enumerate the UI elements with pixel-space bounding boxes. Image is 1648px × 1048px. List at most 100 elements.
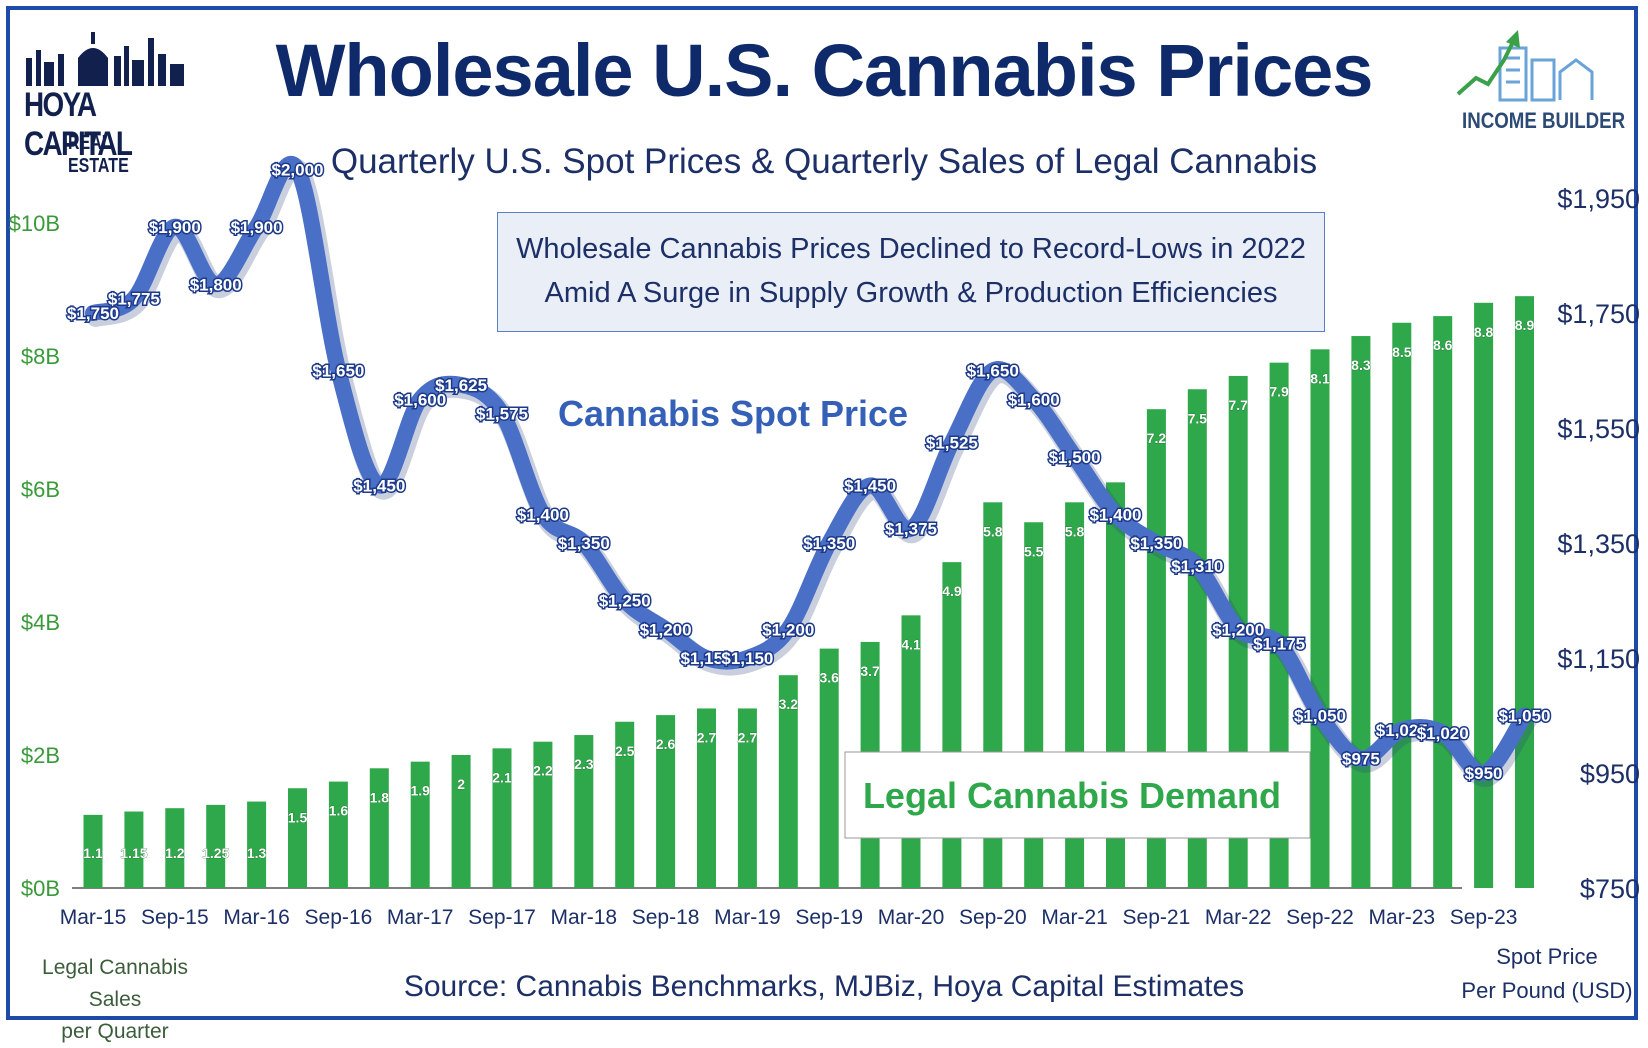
bar	[615, 721, 635, 888]
right-axis-tick-label: $1,550	[1557, 414, 1640, 444]
demand-series-label: Legal Cannabis Demand	[863, 775, 1281, 816]
bar	[819, 648, 839, 888]
bar	[247, 801, 267, 888]
spot-price-label: $1,650	[312, 362, 364, 381]
x-axis-tick-label: Sep-21	[1123, 906, 1191, 929]
spot-price-label: $975	[1342, 750, 1380, 769]
x-axis-tick-label: Sep-18	[632, 906, 700, 929]
left-axis-tick-label: $8B	[21, 344, 60, 369]
bar-value-label: 8.9	[1515, 317, 1535, 333]
bar	[492, 748, 512, 888]
left-axis-caption-line-2: per Quarter	[61, 1020, 169, 1043]
income-builder-logo: INCOME BUILDER	[1452, 20, 1625, 140]
chart-subtitle: Quarterly U.S. Spot Prices & Quarterly S…	[330, 142, 1318, 181]
bar-value-label: 8.3	[1351, 357, 1371, 373]
spot-price-label: $1,310	[1171, 557, 1223, 576]
spot-price-label: $1,750	[67, 304, 119, 323]
bar-value-label: 1.25	[202, 845, 229, 861]
bar-value-label: 1.2	[165, 845, 185, 861]
x-axis-tick-label: Mar-22	[1205, 906, 1272, 929]
x-axis-tick-label: Mar-18	[551, 906, 618, 929]
bar	[1433, 316, 1453, 889]
bar-value-label: 8.8	[1474, 324, 1494, 340]
bar	[656, 715, 676, 888]
spot-price-label: $1,020	[1417, 724, 1469, 743]
spot-price-label: $1,150	[721, 649, 773, 668]
bar	[942, 562, 962, 888]
spot-price-label: $1,450	[353, 477, 405, 496]
x-axis-tick-label: Sep-22	[1286, 906, 1354, 929]
callout-line-1: Wholesale Cannabis Prices Declined to Re…	[516, 233, 1306, 265]
spot-price-label: $1,775	[108, 290, 160, 309]
bar-value-label: 2	[457, 776, 465, 792]
bar-value-label: 3.2	[779, 696, 799, 712]
x-axis-tick-label: Mar-16	[223, 906, 290, 929]
bar	[574, 735, 594, 888]
x-axis-tick-label: Mar-23	[1369, 906, 1436, 929]
bar-value-label: 7.9	[1269, 384, 1289, 400]
spot-price-label: $1,450	[844, 477, 896, 496]
bar-value-label: 4.9	[942, 583, 962, 599]
bar	[410, 761, 430, 888]
hoya-capital-logo: HOYA CAPITAL REAL ESTATE	[18, 28, 198, 177]
spot-price-label: $1,575	[476, 405, 528, 424]
bar-value-label: 1.3	[247, 845, 267, 861]
spot-price-label: $1,350	[1130, 534, 1182, 553]
bar	[328, 781, 348, 888]
bar	[124, 811, 144, 888]
bar	[1515, 296, 1534, 888]
spot-price-label: $1,375	[885, 520, 937, 539]
bar-value-label: 8.5	[1392, 344, 1412, 360]
bar-value-label: 2.2	[533, 763, 553, 779]
spot-price-label: $1,400	[517, 505, 569, 524]
spot-price-label: $1,050	[1294, 707, 1346, 726]
bar-value-label: 7.7	[1228, 397, 1248, 413]
right-axis-caption: Spot Price Per Pound (USD)	[1454, 940, 1640, 1008]
bar	[533, 741, 553, 888]
bar	[1392, 322, 1412, 888]
x-axis-tick-label: Sep-20	[959, 906, 1027, 929]
spot-price-label: $1,200	[1212, 620, 1264, 639]
bar-value-label: 1.6	[329, 803, 349, 819]
right-axis-tick-label: $1,350	[1557, 529, 1640, 559]
spot-price-label: $1,025	[1376, 721, 1428, 740]
bar-value-label: 2.3	[574, 756, 594, 772]
bar	[1310, 349, 1330, 889]
bar-value-label: 1.5	[288, 809, 308, 825]
right-axis-caption-line-1: Spot Price	[1496, 944, 1598, 969]
left-axis-tick-label: $4B	[21, 610, 60, 635]
left-axis-tick-label: $10B	[9, 211, 60, 236]
left-axis-tick-label: $2B	[21, 743, 60, 768]
right-axis-tick-label: $950	[1580, 759, 1640, 789]
spot-price-label: $950	[1465, 764, 1503, 783]
x-axis-tick-label: Mar-19	[714, 906, 781, 929]
spot-price-label: $1,525	[926, 433, 978, 452]
bar-value-label: 2.6	[656, 736, 676, 752]
spot-price-label: $1,650	[967, 362, 1019, 381]
skyline-icon	[26, 32, 184, 86]
spot-price-label: $1,050	[1499, 707, 1551, 726]
spot-price-label: $1,200	[762, 620, 814, 639]
right-axis-tick-label: $1,150	[1557, 644, 1640, 674]
spot-price-label: $1,200	[640, 620, 692, 639]
x-axis-tick-label: Mar-20	[878, 906, 945, 929]
x-axis-tick-label: Sep-16	[305, 906, 373, 929]
bar-value-label: 8.6	[1433, 337, 1453, 353]
bar	[451, 755, 471, 888]
spot-price-series-label: Cannabis Spot Price	[558, 393, 908, 434]
spot-price-label: $1,175	[1253, 635, 1305, 654]
bar-value-label: 8.1	[1310, 370, 1330, 386]
x-axis-tick-label: Mar-17	[387, 906, 454, 929]
bar-value-label: 2.1	[492, 769, 512, 785]
spot-price-label: $1,625	[435, 376, 487, 395]
bar	[1474, 302, 1494, 888]
x-axis-tick-label: Mar-15	[60, 906, 127, 929]
bar-value-label: 7.2	[1147, 430, 1167, 446]
bar	[1351, 336, 1371, 888]
bar	[697, 708, 716, 888]
bar	[288, 788, 307, 888]
callout-box: Wholesale Cannabis Prices Declined to Re…	[497, 212, 1325, 332]
x-axis-tick-label: Sep-23	[1450, 906, 1518, 929]
right-axis-tick-label: $750	[1580, 874, 1640, 904]
